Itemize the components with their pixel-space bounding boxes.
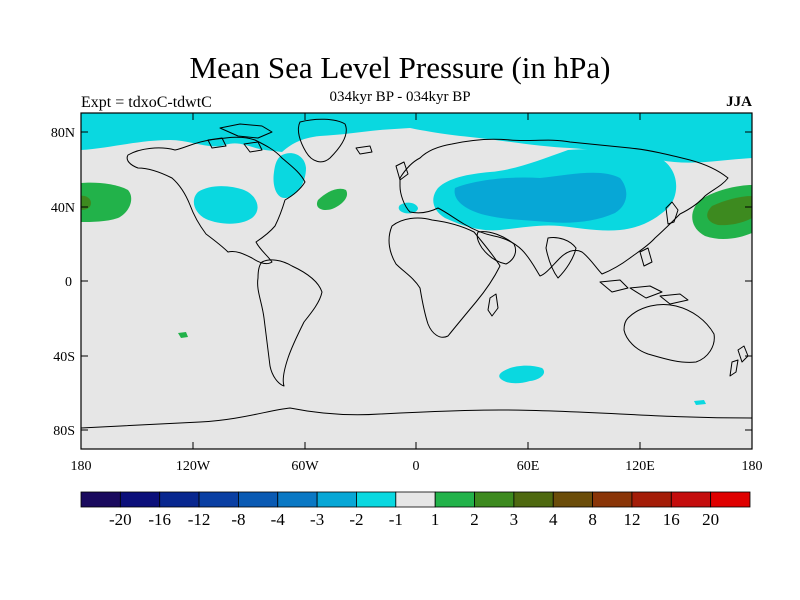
colorbar-label: 12 [623,510,640,529]
colorbar-swatch [434,491,475,508]
season-label: JJA [726,94,752,110]
north-america-coastline [126,136,306,265]
central-asia-negative-core [454,172,627,223]
colorbar-swatch [474,491,515,508]
x-tick-label: 60E [517,459,540,474]
colorbar-swatch [395,491,436,508]
x-tick-label: 180 [71,459,92,474]
x-tick-label: 180 [742,459,763,474]
north-pacific-positive-anomaly-west [81,182,132,222]
mediterranean-negative-anomaly [398,202,418,214]
y-tick-label: 80N [51,126,75,141]
colorbar-swatch [238,491,279,508]
x-tick-label: 120W [176,459,211,474]
colorbar-label: -4 [271,510,286,529]
colorbar-label: -2 [349,510,363,529]
colorbar-label: -3 [310,510,324,529]
colorbar-label: 4 [549,510,558,529]
page-title: Mean Sea Level Pressure (in hPa) [189,50,611,85]
east-coast-negative-anomaly [273,153,306,199]
australia-coastline [623,304,715,363]
colorbar: -20 -16 -12 -8 -4 -3 -2 -1 1 2 3 4 8 12 16 20 [80,491,751,529]
colorbar-swatch [356,491,397,508]
colorbar-label: 8 [588,510,597,529]
x-tick-label: 60W [291,459,319,474]
colorbar-swatch [119,491,161,508]
y-tick-label: 40N [51,201,75,216]
y-tick-label: 0 [65,275,72,290]
antarctica-coastline [81,407,752,429]
colorbar-swatch [670,491,712,508]
eurasia-coastline [399,138,729,277]
y-tick-label: 80S [53,424,75,439]
colorbar-swatch [631,491,672,508]
southeast-asia-islands-coastline [599,247,689,305]
colorbar-swatch [552,491,593,508]
arabia-coastline [476,231,517,265]
y-tick-label: 40S [53,350,75,365]
colorbar-label: -12 [188,510,211,529]
page-subtitle: 034kyr BP - 034kyr BP [329,89,471,105]
colorbar-label: 3 [510,510,519,529]
canadian-archipelago-coastline [207,123,273,153]
iceland-coastline [355,145,373,155]
north-atlantic-positive-anomaly [316,188,348,210]
southern-ocean-negative-anomaly [499,365,545,384]
colorbar-swatch [592,491,633,508]
africa-coastline [388,217,501,338]
madagascar-coastline [487,293,499,317]
british-isles-coastline [395,161,409,181]
colorbar-label: -16 [148,510,171,529]
colorbar-label: -1 [389,510,403,529]
x-tick-label: 0 [413,459,420,474]
colorbar-swatch [513,491,554,508]
colorbar-label: -20 [109,510,132,529]
colorbar-swatch [80,491,121,508]
north-america-negative-anomaly [193,186,258,224]
colorbar-swatch [159,491,200,508]
south-pacific-positive-anomaly [178,332,188,338]
colorbar-label: -8 [231,510,245,529]
colorbar-swatch [198,491,239,508]
small-negative-anomaly [694,400,706,405]
colorbar-label: 2 [470,510,479,529]
north-pacific-positive-core-east [707,196,752,226]
north-pacific-positive-core-west [81,195,91,210]
colorbar-label: 20 [702,510,719,529]
colorbar-swatch [316,491,357,508]
arctic-negative-anomaly [81,113,752,163]
pressure-anomaly-fields [81,113,752,405]
coastlines [81,118,752,429]
colorbar-swatch [277,491,318,508]
colorbar-label: 16 [663,510,680,529]
greenland-coastline [297,118,347,163]
x-tick-label: 120E [625,459,655,474]
japan-coastline [665,201,679,225]
axis-ticks [81,113,752,449]
colorbar-swatch [710,491,751,508]
india-coastline [545,237,577,279]
experiment-label: Expt = tdxoC-tdwtC [81,94,212,111]
south-america-coastline [257,259,323,387]
colorbar-label: 1 [431,510,440,529]
